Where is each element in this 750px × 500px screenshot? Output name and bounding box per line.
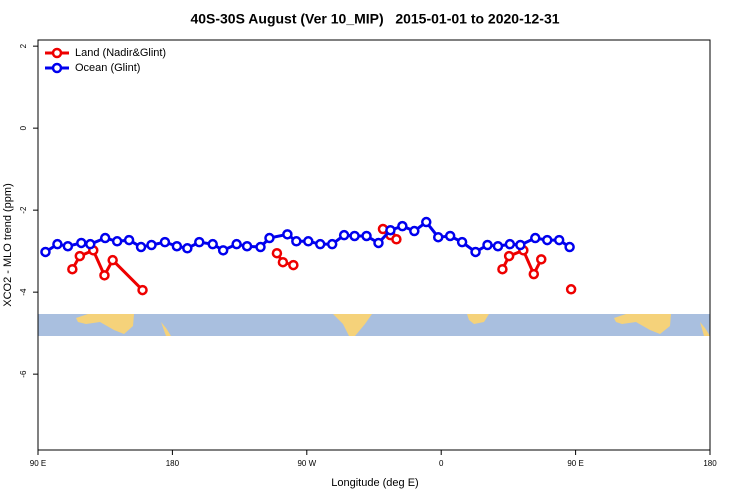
data-point <box>391 234 402 245</box>
data-point <box>326 238 338 250</box>
map-strip <box>38 314 710 336</box>
x-tick-label: 180 <box>166 459 180 468</box>
data-point <box>565 284 577 295</box>
data-point <box>421 216 432 228</box>
data-point <box>373 237 384 249</box>
plot-frame <box>37 39 711 451</box>
y-axis-label: XCO2 - MLO trend (ppm) <box>2 183 14 306</box>
chart-title: 40S-30S August (Ver 10_MIP) 2015-01-01 t… <box>190 11 559 27</box>
x-tick-label: 0 <box>439 459 444 468</box>
data-point <box>288 259 299 271</box>
data-point <box>497 263 508 275</box>
data-point <box>553 234 565 246</box>
data-point <box>530 232 541 244</box>
y-tick-label: -2 <box>19 206 28 214</box>
data-point <box>255 241 266 253</box>
data-point <box>85 238 96 250</box>
data-point <box>282 229 293 240</box>
x-tick-label: 180 <box>703 459 717 468</box>
data-point <box>217 245 229 256</box>
data-point <box>40 246 51 258</box>
data-point <box>503 250 515 262</box>
data-point <box>409 225 420 237</box>
data-point <box>182 243 193 254</box>
y-tick-label: 2 <box>19 43 28 48</box>
series-line <box>72 229 571 290</box>
data-point <box>67 263 78 275</box>
data-point <box>52 238 63 250</box>
data-point <box>277 256 289 268</box>
data-point <box>385 224 396 236</box>
x-axis-label: Longitude (deg E) <box>331 477 418 489</box>
data-point <box>111 236 123 247</box>
data-point <box>541 234 553 246</box>
data-point <box>338 229 350 241</box>
data-point <box>515 239 526 251</box>
data-point <box>536 254 547 265</box>
data-point <box>99 270 110 281</box>
data-point <box>135 241 147 253</box>
data-point <box>303 236 314 247</box>
data-point <box>528 268 540 280</box>
x-tick-label: 90 W <box>297 459 316 468</box>
data-point <box>470 246 481 258</box>
data-point <box>107 254 118 266</box>
data-point <box>264 232 275 244</box>
data-point <box>397 220 408 232</box>
legend-label: Ocean (Glint) <box>75 62 140 74</box>
data-point <box>564 241 575 253</box>
data-point <box>62 240 74 252</box>
data-point <box>444 230 456 242</box>
y-tick-label: -6 <box>19 370 28 378</box>
legend-marker <box>51 62 63 74</box>
data-point <box>271 247 283 259</box>
data-point <box>241 240 253 252</box>
data-point <box>207 238 218 250</box>
legend-marker <box>51 47 63 59</box>
data-point <box>99 232 111 244</box>
data-point <box>194 236 205 248</box>
data-point <box>492 240 504 252</box>
data-point <box>76 237 87 249</box>
data-point <box>504 238 516 250</box>
y-tick-label: 0 <box>19 125 28 130</box>
data-point <box>349 230 360 242</box>
x-tick-label: 90 E <box>30 459 46 468</box>
data-point <box>146 239 157 251</box>
data-point <box>137 284 148 296</box>
data-point <box>361 230 372 242</box>
data-point <box>291 236 302 247</box>
y-tick-label: -4 <box>19 288 28 296</box>
legend-label: Land (Nadir&Glint) <box>75 47 166 59</box>
data-point <box>432 231 444 243</box>
data-point <box>314 238 326 250</box>
data-point <box>74 250 86 262</box>
data-point <box>171 240 183 252</box>
data-point <box>456 236 468 248</box>
data-point <box>482 239 493 251</box>
data-point <box>159 236 171 248</box>
x-tick-label: 90 E <box>567 459 583 468</box>
data-point <box>231 238 242 250</box>
data-point <box>123 234 135 246</box>
